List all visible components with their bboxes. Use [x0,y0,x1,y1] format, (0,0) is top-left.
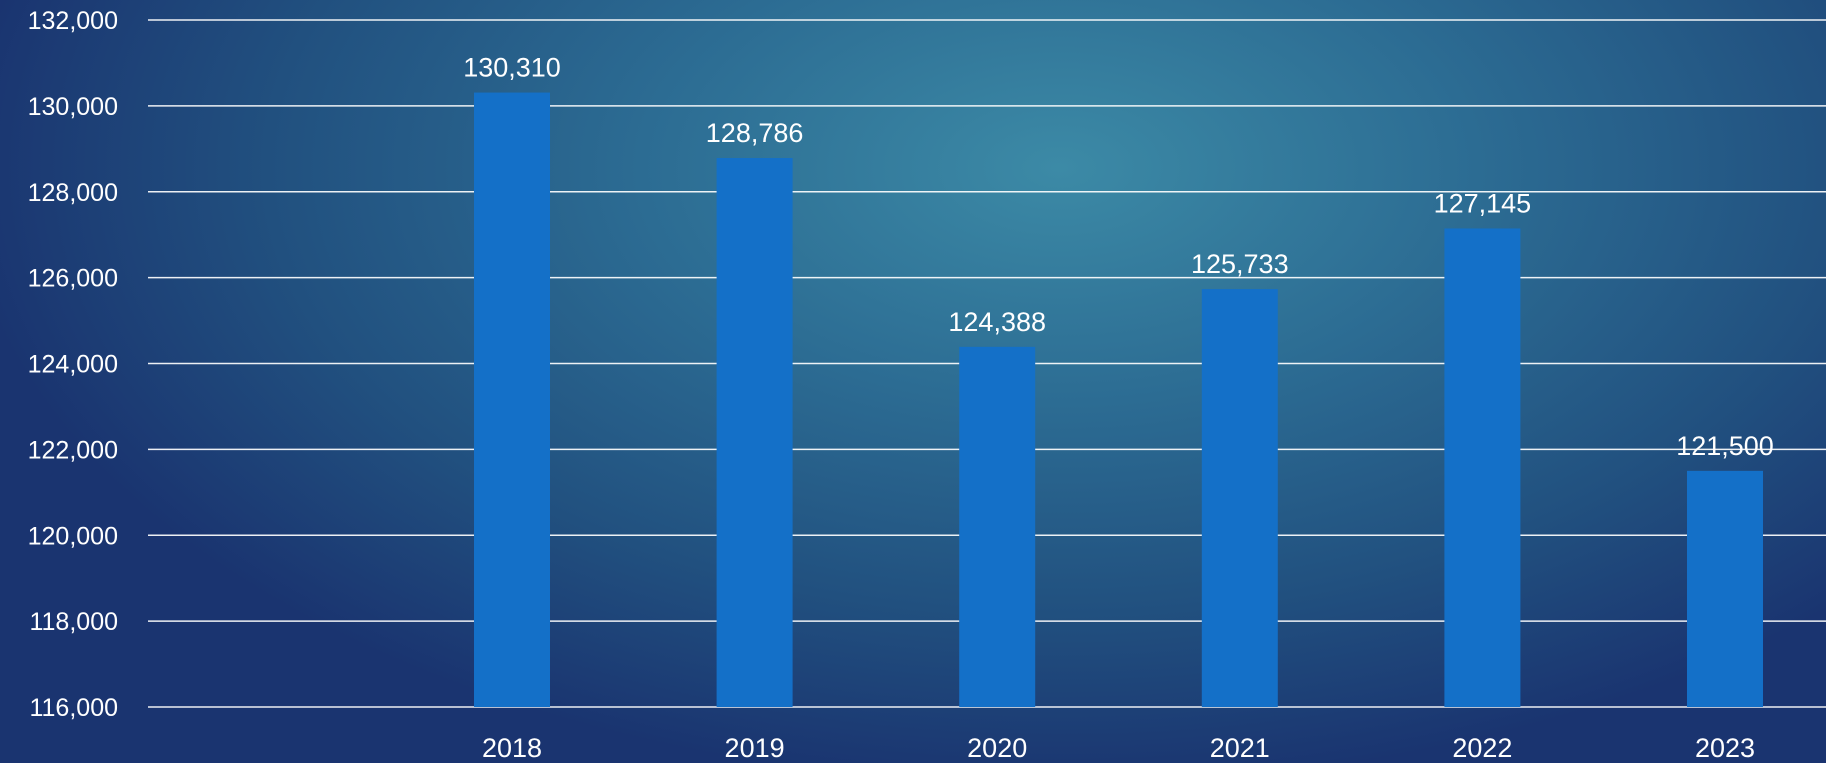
bar-2023 [1687,470,1763,707]
x-tick-label-2023: 2023 [1695,733,1755,763]
x-tick-label-2018: 2018 [482,733,542,763]
data-label-2023: 121,500 [1676,431,1774,461]
data-label-2021: 125,733 [1191,249,1289,279]
x-tick-label-2021: 2021 [1210,733,1270,763]
data-label-2019: 128,786 [706,118,804,148]
y-tick-label: 130,000 [28,93,118,121]
data-label-2018: 130,310 [463,53,561,83]
y-tick-label: 116,000 [29,694,118,722]
bar-2021 [1201,289,1278,707]
y-tick-label: 122,000 [28,436,118,464]
bar-2020 [959,346,1036,707]
x-tick-label-2020: 2020 [967,733,1027,763]
y-tick-label: 132,000 [28,7,118,35]
y-tick-label: 118,000 [29,608,118,636]
data-label-2020: 124,388 [948,307,1046,337]
y-tick-label: 128,000 [28,179,118,207]
data-labels: 130,310 128,786 124,388 125,733 127,145 121,5… [463,53,1774,461]
x-axis: 2018 2019 2020 2021 2022 2023 [482,733,1755,763]
y-tick-label: 126,000 [28,265,118,293]
bars [474,92,1763,708]
x-tick-label-2022: 2022 [1452,733,1512,763]
bar-2018 [474,92,550,707]
bar-2022 [1444,228,1521,708]
data-label-2022: 127,145 [1434,188,1532,218]
y-tick-label: 124,000 [28,351,118,379]
bar-2019 [716,158,793,708]
y-tick-label: 120,000 [28,522,118,550]
y-axis: 116,000 118,000 120,000 122,000 124,000 126,0… [28,7,118,722]
x-tick-label-2019: 2019 [725,733,785,763]
